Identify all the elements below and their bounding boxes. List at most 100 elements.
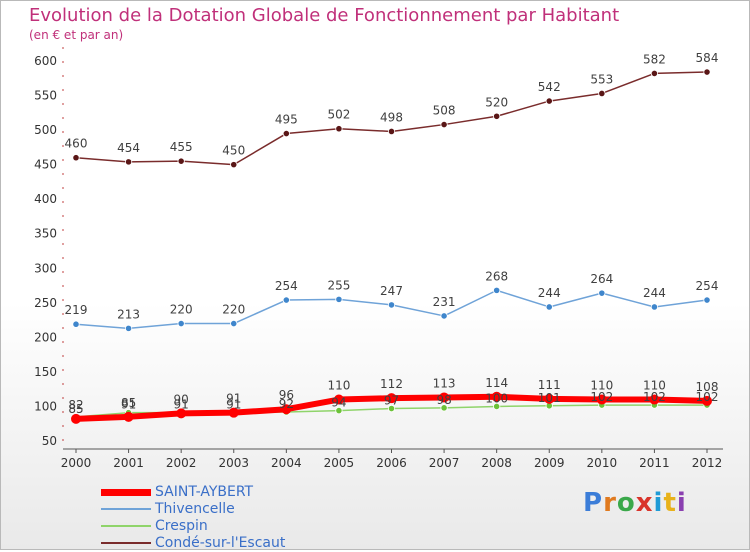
data-label: 112 bbox=[380, 377, 403, 391]
data-label: 102 bbox=[590, 390, 613, 404]
y-tick-label: 600 bbox=[34, 54, 57, 68]
data-label: 460 bbox=[65, 137, 88, 151]
data-label: 101 bbox=[538, 391, 561, 405]
data-label: 108 bbox=[696, 380, 719, 394]
data-label: 213 bbox=[117, 307, 140, 321]
chart-title: Evolution de la Dotation Globale de Fonc… bbox=[29, 5, 620, 26]
data-label: 97 bbox=[384, 394, 399, 408]
data-point bbox=[124, 158, 133, 166]
data-label: 100 bbox=[485, 391, 508, 405]
y-tick-label: 250 bbox=[34, 296, 57, 310]
x-tick-label: 2006 bbox=[376, 456, 407, 470]
y-tick-label: 100 bbox=[34, 399, 57, 413]
data-point bbox=[123, 411, 134, 422]
data-point bbox=[491, 391, 502, 402]
data-point bbox=[650, 69, 659, 78]
data-point bbox=[335, 125, 343, 133]
legend-item: SAINT-AYBERT bbox=[101, 484, 361, 501]
x-tick-label: 2002 bbox=[166, 456, 197, 470]
data-point bbox=[230, 161, 238, 169]
data-label: 114 bbox=[485, 376, 508, 390]
data-label: 502 bbox=[327, 108, 350, 122]
data-point bbox=[177, 157, 185, 165]
data-label: 220 bbox=[222, 303, 245, 317]
data-point bbox=[440, 120, 448, 129]
data-label: 450 bbox=[222, 144, 245, 158]
data-point bbox=[387, 404, 396, 413]
brand-logo: Proxiti bbox=[583, 488, 687, 518]
x-tick-label: 2000 bbox=[61, 456, 92, 470]
data-point bbox=[545, 303, 553, 311]
data-label: 454 bbox=[117, 141, 140, 155]
data-point bbox=[544, 393, 555, 404]
data-point bbox=[72, 320, 80, 328]
data-label: 264 bbox=[590, 272, 613, 286]
y-tick-label: 400 bbox=[34, 192, 57, 206]
data-label: 244 bbox=[643, 286, 666, 300]
data-point bbox=[493, 402, 501, 411]
data-label: 110 bbox=[327, 379, 350, 393]
data-point bbox=[333, 394, 344, 405]
legend-swatch bbox=[101, 525, 151, 527]
x-tick-label: 2005 bbox=[324, 456, 355, 470]
x-tick-label: 2001 bbox=[113, 456, 144, 470]
y-tick-label: 350 bbox=[34, 227, 57, 241]
data-point bbox=[177, 319, 185, 328]
data-label: 91 bbox=[121, 398, 136, 412]
data-point bbox=[493, 286, 501, 294]
x-tick-label: 2004 bbox=[271, 456, 302, 470]
data-label: 455 bbox=[170, 140, 193, 154]
data-label: 553 bbox=[590, 72, 613, 86]
data-point bbox=[387, 127, 396, 136]
y-tick-label: 50 bbox=[42, 434, 57, 448]
data-label: 85 bbox=[68, 402, 83, 416]
data-label: 495 bbox=[275, 113, 298, 127]
data-label: 244 bbox=[538, 286, 561, 300]
data-label: 268 bbox=[485, 269, 508, 283]
data-label: 254 bbox=[696, 279, 719, 293]
data-point bbox=[598, 289, 606, 297]
data-label: 254 bbox=[275, 279, 298, 293]
data-point bbox=[702, 395, 712, 406]
data-point bbox=[71, 413, 81, 424]
legend: SAINT-AYBERT Thivencelle Crespin Condé-sur-… bbox=[101, 484, 361, 552]
x-tick-label: 2011 bbox=[639, 456, 670, 470]
legend-swatch bbox=[101, 489, 151, 496]
data-label: 255 bbox=[327, 278, 350, 292]
y-tick-label: 150 bbox=[34, 365, 57, 379]
y-tick-label: 450 bbox=[34, 158, 57, 172]
x-tick-label: 2003 bbox=[218, 456, 249, 470]
data-point bbox=[72, 154, 80, 162]
data-label: 111 bbox=[538, 378, 561, 392]
data-point bbox=[649, 394, 660, 405]
data-label: 582 bbox=[643, 52, 666, 66]
data-point bbox=[703, 296, 711, 304]
data-label: 82 bbox=[68, 398, 83, 412]
data-point bbox=[440, 312, 448, 320]
data-label: 542 bbox=[538, 80, 561, 94]
data-label: 498 bbox=[380, 110, 403, 124]
brand-letter: i bbox=[653, 488, 664, 518]
data-label: 231 bbox=[433, 295, 456, 309]
data-point bbox=[440, 404, 448, 412]
y-tick-label: 200 bbox=[34, 330, 57, 344]
data-point bbox=[281, 404, 292, 415]
brand-letter: t bbox=[663, 488, 677, 518]
data-point bbox=[703, 68, 711, 76]
x-tick-label: 2012 bbox=[692, 456, 723, 470]
data-label: 584 bbox=[696, 51, 719, 65]
data-label: 247 bbox=[380, 284, 403, 298]
data-point bbox=[387, 301, 396, 309]
chart-subtitle: (en € et par an) bbox=[29, 28, 124, 42]
data-label: 102 bbox=[643, 390, 666, 404]
data-label: 508 bbox=[433, 104, 456, 118]
data-label: 92 bbox=[279, 397, 294, 411]
legend-item: Crespin bbox=[101, 518, 361, 535]
y-tick-label: 300 bbox=[34, 261, 57, 275]
data-point bbox=[335, 295, 343, 303]
data-label: 98 bbox=[436, 393, 451, 407]
brand-letter: o bbox=[616, 488, 636, 518]
y-tick-label: 500 bbox=[34, 123, 57, 137]
